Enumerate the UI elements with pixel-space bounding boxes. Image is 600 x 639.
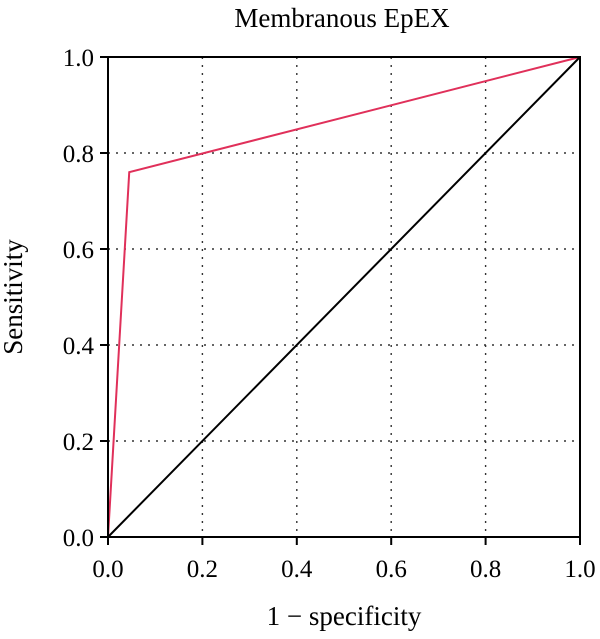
x-tick-label: 1.0 xyxy=(564,556,595,583)
plot-frame xyxy=(107,56,581,538)
reference-diagonal-line xyxy=(107,56,581,538)
x-tick-label: 0.8 xyxy=(470,556,501,583)
y-tick-label: 0.8 xyxy=(63,141,94,168)
y-axis-label: Sensitivity xyxy=(0,239,28,355)
roc-curve-line xyxy=(107,56,581,538)
y-tick-label: 0.4 xyxy=(63,333,95,360)
y-tick-label: 0.0 xyxy=(63,525,94,552)
x-tick-label: 0.2 xyxy=(187,556,218,583)
y-axis: 0.0 0.2 0.4 0.6 0.8 1.0 xyxy=(63,45,108,552)
y-tick-label: 0.2 xyxy=(63,429,94,456)
x-tick-label: 0.6 xyxy=(376,556,407,583)
grid xyxy=(108,57,580,537)
y-tick-label: 1.0 xyxy=(63,45,94,72)
y-tick-label: 0.6 xyxy=(63,237,94,264)
x-tick-label: 0.4 xyxy=(281,556,313,583)
x-tick-label: 0.0 xyxy=(92,556,123,583)
x-axis-label: 1 − specificity xyxy=(267,601,422,631)
x-axis: 0.0 0.2 0.4 0.6 0.8 1.0 xyxy=(92,537,596,583)
series-group xyxy=(107,56,581,538)
chart-title: Membranous EpEX xyxy=(234,3,450,33)
